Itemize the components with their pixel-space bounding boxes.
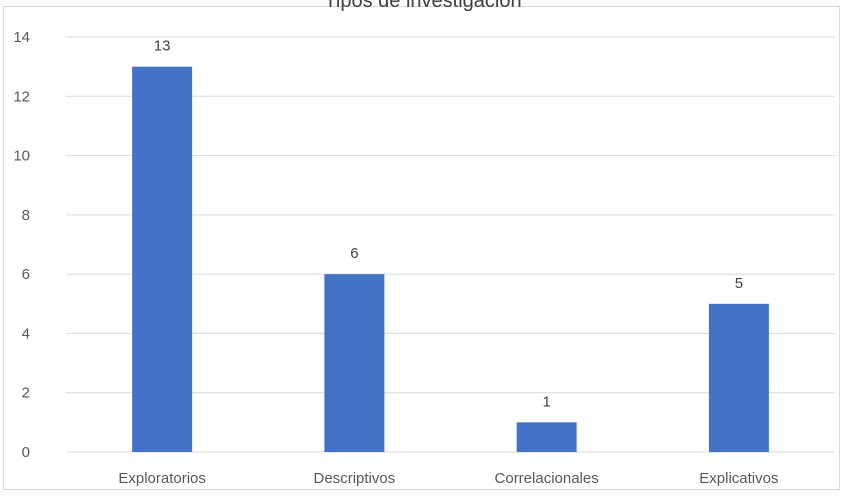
- y-tick-label: 6: [22, 266, 30, 283]
- y-tick-label: 2: [22, 385, 30, 402]
- chart-title: Tipos de investigación: [324, 0, 522, 12]
- data-label: 1: [542, 393, 550, 410]
- y-tick-label: 14: [13, 29, 30, 46]
- x-tick-label: Descriptivos: [314, 470, 396, 487]
- data-label: 13: [154, 38, 171, 55]
- bar: [516, 422, 577, 452]
- y-tick-label: 8: [22, 207, 30, 224]
- y-tick-label: 10: [13, 148, 30, 165]
- y-tick-label: 4: [22, 325, 30, 342]
- data-label: 6: [350, 245, 358, 262]
- y-tick-label: 0: [22, 444, 30, 461]
- x-tick-label: Explicativos: [699, 470, 778, 487]
- x-tick-label: Exploratorios: [118, 470, 206, 487]
- bar: [132, 66, 193, 453]
- bar: [324, 274, 385, 452]
- x-tick-label: Correlacionales: [495, 470, 599, 487]
- data-label: 5: [735, 275, 743, 292]
- y-tick-label: 12: [13, 88, 30, 105]
- bar: [708, 303, 769, 452]
